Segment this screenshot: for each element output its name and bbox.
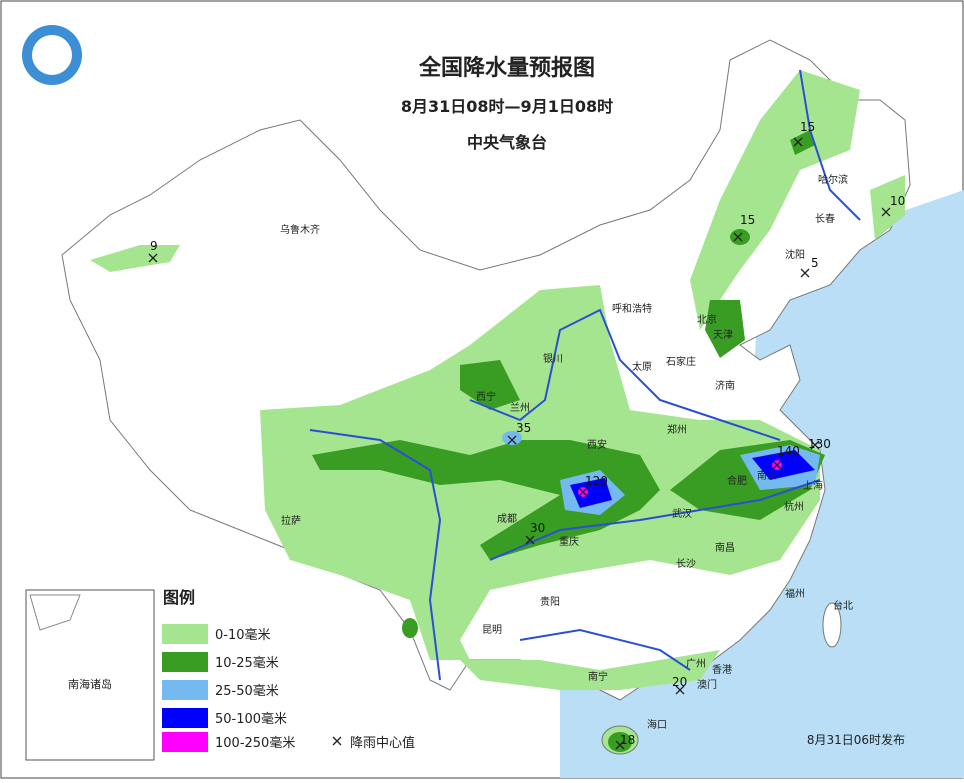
center-marker (800, 268, 810, 278)
center-marker (615, 740, 625, 750)
legend-item: 10-25毫米 (215, 655, 279, 671)
rivers (309, 69, 861, 681)
city-label: 杭州 (784, 500, 804, 513)
city-label: 沈阳 (785, 248, 805, 261)
rain-center-value: 18 (620, 733, 635, 747)
title: 全国降水量预报图 (418, 55, 595, 81)
city-label: 海口 (647, 718, 667, 731)
legend: 图例 0-10毫米 10-25毫米 25-50毫米 50-100毫米 100-2… (162, 588, 415, 752)
city-label: 天津 (713, 329, 733, 341)
rain-center-value: 10 (890, 194, 905, 208)
city-label: 济南 (715, 379, 735, 392)
city-label: 哈尔滨 (818, 173, 848, 186)
city-label: 贵阳 (540, 595, 560, 608)
city-label: 银川 (543, 352, 563, 365)
rain-center-value: 5 (811, 256, 819, 270)
center-marker (793, 137, 803, 147)
center-marker (675, 685, 685, 695)
city-label: 南宁 (588, 670, 608, 683)
city-label: 合肥 (727, 474, 747, 487)
city-label: 北京 (697, 313, 717, 326)
rain-center-value: 15 (740, 213, 755, 227)
city-label: 乌鲁木齐 (280, 223, 320, 236)
city-label: 长沙 (676, 558, 696, 570)
logo (22, 25, 82, 85)
city-label: 福州 (785, 587, 805, 600)
issuer: 中央气象台 (467, 133, 547, 152)
city-label: 兰州 (510, 401, 530, 414)
city-label: 上海 (803, 479, 823, 492)
city-label: 西安 (587, 438, 607, 451)
city-label: 广州 (686, 658, 706, 670)
center-marker (733, 232, 743, 242)
legend-center: 降雨中心值 (350, 735, 415, 751)
city-label: 重庆 (559, 535, 579, 548)
period: 8月31日08时—9月1日08时 (401, 97, 613, 116)
city-label: 南昌 (715, 541, 735, 554)
center-marker (507, 435, 517, 445)
city-label: 西宁 (476, 390, 496, 403)
center-marker (772, 460, 782, 470)
center-marker (881, 207, 891, 217)
legend-item: 50-100毫米 (215, 711, 287, 727)
rain-center-value: 130 (808, 437, 831, 451)
city-label: 石家庄 (666, 355, 696, 368)
legend-item: 25-50毫米 (215, 683, 279, 699)
center-marker (525, 535, 535, 545)
rain-center-value: 20 (672, 675, 687, 689)
rain-center-value: 140 (777, 444, 800, 458)
rain-center-value: 120 (585, 474, 608, 488)
city-label: 呼和浩特 (612, 303, 652, 315)
city-label: 昆明 (482, 624, 502, 636)
city-label: 南京 (757, 469, 777, 482)
city-label: 武汉 (672, 507, 692, 520)
center-marker (578, 487, 588, 497)
city-label: 长春 (815, 213, 835, 225)
city-label: 成都 (497, 513, 517, 525)
center-marker (148, 253, 158, 263)
center-marker (810, 440, 820, 450)
rain-center-value: 30 (530, 521, 545, 535)
taiwan (822, 602, 842, 648)
city-label: 郑州 (667, 423, 687, 436)
rain-center-value: 15 (800, 120, 815, 134)
inset-label: 南海诸岛 (68, 677, 112, 691)
rain-center-value: 9 (150, 239, 158, 253)
legend-title: 图例 (163, 588, 195, 607)
rain-50-100 (570, 450, 815, 508)
city-label: 香港 (712, 664, 732, 676)
inset: 南海诸岛 (25, 589, 155, 761)
issued: 8月31日06时发布 (807, 732, 905, 747)
city-label: 拉萨 (281, 514, 301, 527)
legend-item: 100-250毫米 (215, 735, 295, 751)
city-label: 澳门 (697, 678, 717, 691)
rain-center-value: 35 (516, 421, 531, 435)
city-label: 太原 (632, 360, 652, 373)
legend-item: 0-10毫米 (215, 627, 271, 643)
city-label: 台北 (833, 599, 853, 612)
